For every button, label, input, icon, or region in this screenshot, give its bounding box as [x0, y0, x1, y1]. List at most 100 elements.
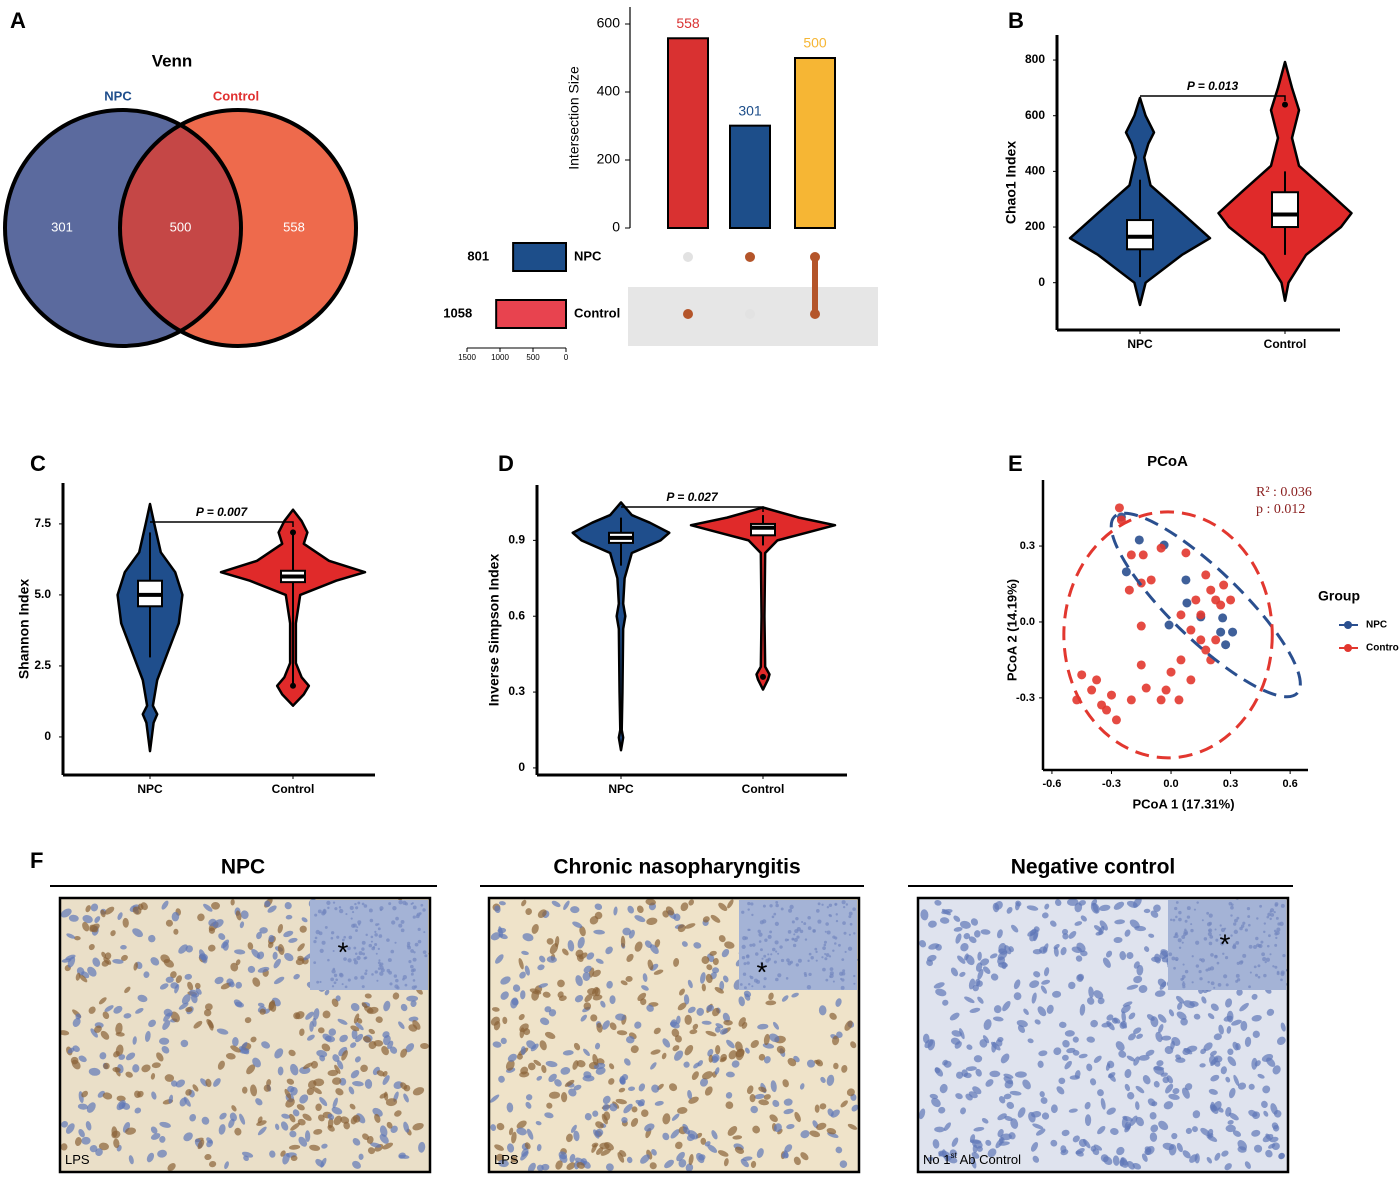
cell	[1105, 1063, 1111, 1071]
cell	[163, 1012, 172, 1022]
cell	[741, 1021, 748, 1029]
cell	[562, 948, 569, 956]
cell	[1086, 997, 1095, 1005]
outlier	[290, 529, 296, 536]
cell	[132, 928, 143, 938]
inset-cell	[784, 938, 788, 942]
cell	[989, 953, 998, 959]
point	[1218, 613, 1228, 623]
cell	[148, 934, 156, 943]
inset-cell	[389, 982, 393, 986]
inset-cell	[743, 986, 747, 990]
inset-cell	[344, 985, 348, 989]
cell	[373, 1039, 384, 1047]
inset-cell	[822, 967, 826, 972]
cell	[985, 1079, 994, 1087]
cell	[725, 1101, 734, 1109]
cell	[985, 1139, 992, 1146]
cell	[299, 1094, 309, 1104]
cell	[968, 1091, 978, 1099]
cell	[1006, 906, 1013, 914]
cell	[337, 1018, 348, 1025]
cell	[951, 1137, 959, 1147]
cell	[975, 978, 981, 987]
cell	[1199, 1063, 1206, 1068]
cell	[977, 996, 984, 1004]
cell	[332, 1077, 342, 1085]
cell	[244, 1017, 252, 1024]
cell	[1141, 1153, 1148, 1162]
cell	[348, 1086, 355, 1095]
cell	[1207, 1013, 1215, 1020]
cell	[637, 1099, 645, 1107]
cell	[981, 1118, 989, 1124]
cell	[220, 982, 232, 990]
cell	[350, 1042, 357, 1048]
cell	[339, 1034, 348, 1043]
inset-cell	[777, 973, 782, 978]
inset-cell	[1181, 974, 1186, 979]
cell	[1156, 1060, 1164, 1067]
cell	[1217, 1107, 1224, 1113]
cell	[527, 1162, 536, 1173]
cell	[400, 1003, 408, 1012]
cell	[769, 1033, 780, 1043]
cell	[1126, 952, 1134, 960]
cell	[408, 1024, 418, 1032]
cell	[732, 1135, 743, 1140]
inset-cell	[364, 972, 368, 976]
cell	[353, 1013, 360, 1024]
inset-cell	[759, 948, 763, 952]
inset-cell	[1208, 941, 1213, 946]
cell	[665, 906, 675, 916]
cell	[653, 1027, 661, 1035]
cell	[700, 972, 706, 984]
cell	[175, 1079, 186, 1088]
cell	[331, 1106, 343, 1115]
cell	[1037, 1060, 1044, 1068]
cell	[1106, 1107, 1116, 1115]
inset-cell	[333, 973, 338, 978]
cell	[1075, 955, 1083, 962]
inset-cell	[817, 902, 821, 906]
inset-cell	[1216, 961, 1220, 965]
cell	[113, 1005, 123, 1014]
cell	[521, 1147, 529, 1157]
cell	[134, 1107, 142, 1114]
cell	[982, 966, 991, 974]
cell	[327, 1113, 335, 1120]
inset-cell	[1236, 916, 1240, 920]
inset-cell	[1195, 964, 1200, 968]
inset-cell	[791, 920, 795, 924]
cell	[820, 1076, 826, 1083]
cell	[548, 1073, 557, 1083]
inset-cell	[771, 947, 776, 952]
cell	[506, 1102, 514, 1113]
cell	[206, 1137, 213, 1144]
cell	[718, 935, 726, 943]
inset-cell	[371, 946, 375, 951]
outlier	[760, 673, 766, 680]
cell	[257, 1002, 265, 1008]
inset-cell	[835, 913, 838, 916]
cell	[781, 995, 789, 1002]
corner-label: No 1st Ab Control	[923, 1151, 1021, 1167]
inset-cell	[393, 974, 398, 978]
cell	[302, 1113, 312, 1121]
inset-cell	[338, 906, 342, 909]
cell	[341, 1050, 348, 1061]
x-tick-label: -0.6	[1042, 778, 1061, 790]
cell	[583, 965, 592, 973]
cell	[185, 1089, 192, 1096]
cell	[1044, 967, 1050, 977]
cell	[1223, 1015, 1233, 1022]
inset-cell	[742, 972, 747, 976]
cell	[943, 1122, 951, 1131]
set-size-tick-label: 1500	[458, 353, 476, 362]
inset-cell	[321, 940, 326, 945]
cell	[1064, 1060, 1072, 1070]
cell	[763, 1033, 770, 1046]
inset-cell	[791, 937, 795, 941]
cell	[1126, 900, 1138, 908]
